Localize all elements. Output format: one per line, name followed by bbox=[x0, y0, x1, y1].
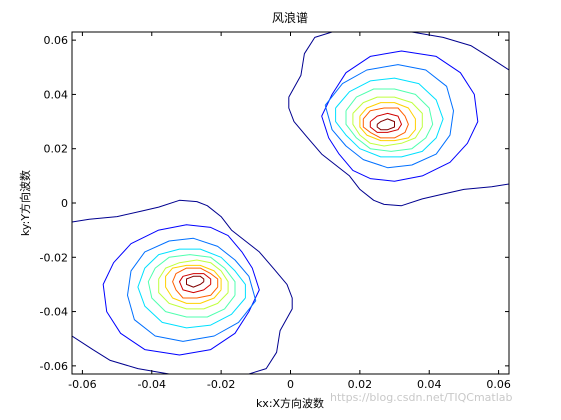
contour-line-peak2-level5 bbox=[147, 254, 236, 318]
x-axis-ticks: -0.06 -0.04 -0.02 0 0.02 0.04 0.06 bbox=[68, 32, 511, 391]
contour-line-peak2-level7 bbox=[165, 264, 222, 304]
x-tick-label: -0.06 bbox=[68, 378, 96, 391]
y-tick-label: 0.06 bbox=[44, 34, 69, 47]
contour-line-peak1-level9 bbox=[369, 112, 402, 133]
contour-line-peak1-level1 bbox=[288, 32, 509, 207]
contour-line-peak1-level4 bbox=[335, 77, 444, 158]
contour-line-peak1-level10 bbox=[376, 118, 395, 131]
chart-title: 风浪谱 bbox=[272, 10, 308, 25]
y-axis-title: ky:Y方向波数 bbox=[18, 170, 32, 236]
contour-line-peak2-level3 bbox=[127, 237, 257, 342]
contour-line-peak2-level9 bbox=[179, 273, 212, 294]
y-tick-label: -0.04 bbox=[40, 306, 68, 319]
x-axis-title: kx:X方向波数 bbox=[256, 396, 324, 410]
x-tick-label: 0.06 bbox=[486, 378, 511, 391]
x-tick-label: 0.02 bbox=[348, 378, 373, 391]
y-tick-label: 0.02 bbox=[44, 143, 69, 156]
contour-line-peak2-level4 bbox=[137, 248, 246, 329]
contour-line-peak1-level6 bbox=[352, 96, 423, 147]
y-tick-label: -0.02 bbox=[40, 251, 68, 264]
contour-line-peak1-level8 bbox=[362, 107, 409, 139]
y-tick-label: 0.04 bbox=[44, 88, 69, 101]
contour-line-peak1-level7 bbox=[359, 102, 416, 142]
x-tick-label: -0.02 bbox=[207, 378, 235, 391]
watermark: https://blog.csdn.net/TIQCmatlab bbox=[330, 391, 513, 404]
x-tick-label: -0.04 bbox=[138, 378, 166, 391]
contour-line-peak2-level8 bbox=[172, 267, 219, 299]
x-tick-label: 0.04 bbox=[417, 378, 442, 391]
contour-layer bbox=[72, 32, 509, 374]
y-tick-label: -0.06 bbox=[40, 360, 68, 373]
contour-line-peak2-level2 bbox=[102, 224, 260, 356]
contour-line-peak1-level2 bbox=[321, 50, 479, 182]
contour-line-peak2-level6 bbox=[158, 259, 229, 310]
contour-line-peak1-level5 bbox=[345, 88, 434, 152]
y-tick-label: 0 bbox=[61, 197, 68, 210]
contour-line-peak2-level10 bbox=[186, 275, 205, 288]
y-axis-ticks: -0.06 -0.04 -0.02 0 0.02 0.04 0.06 bbox=[40, 34, 509, 373]
contour-line-peak2-level1 bbox=[72, 199, 293, 374]
axes-background bbox=[72, 32, 509, 374]
contour-line-peak1-level3 bbox=[324, 64, 454, 169]
x-tick-label: 0 bbox=[287, 378, 294, 391]
